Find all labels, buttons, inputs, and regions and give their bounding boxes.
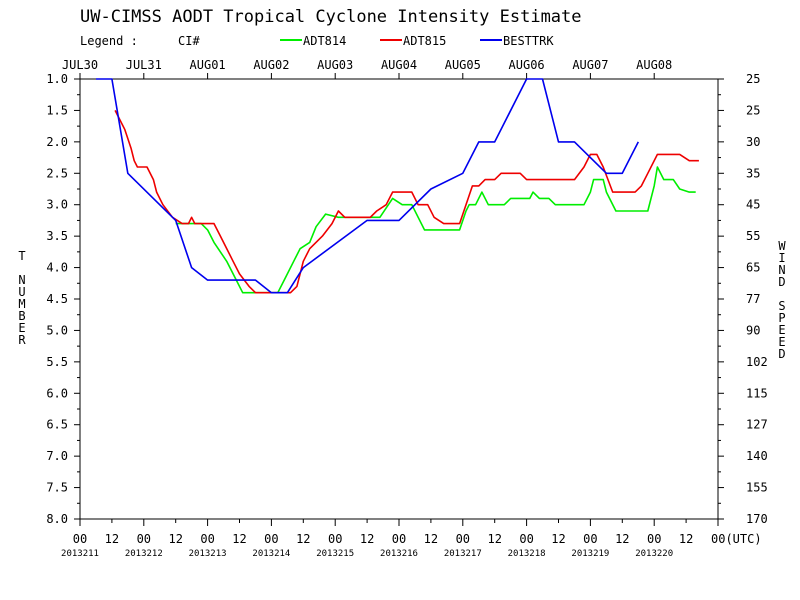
legend-entry-adt814: ADT814	[303, 34, 346, 48]
x-hour-label: 00	[200, 532, 214, 546]
x-hour-label: 12	[105, 532, 119, 546]
x-date-label: JUL30	[62, 58, 98, 72]
y-left-tick-label: 3.0	[46, 198, 68, 212]
y-right-tick-label: 90	[746, 323, 760, 337]
x-hour-label: 00	[73, 532, 87, 546]
y-left-tick-label: 3.5	[46, 229, 68, 243]
y-left-tick-label: 1.5	[46, 103, 68, 117]
y-right-tick-label: 25	[746, 103, 760, 117]
y-right-tick-label: 55	[746, 229, 760, 243]
y-right-tick-label: 170	[746, 512, 768, 526]
legend-label: Legend :	[80, 34, 138, 48]
x-hour-label: 12	[487, 532, 501, 546]
y-right-tick-label: 155	[746, 481, 768, 495]
x-date-label: AUG07	[572, 58, 608, 72]
y-right-tick-label: 115	[746, 386, 768, 400]
x-julian-label: 2013213	[189, 549, 227, 559]
y-left-tick-label: 2.0	[46, 135, 68, 149]
x-date-label: AUG04	[381, 58, 417, 72]
y-right-tick-label: 45	[746, 198, 760, 212]
x-julian-label: 2013212	[125, 549, 163, 559]
x-hour-label: 12	[679, 532, 693, 546]
x-hour-label: 12	[360, 532, 374, 546]
tick-labels: 1.0 25 1.5 25 2.0 30 2.5 35 3.0 45 3.5 55 4.0 65 4.5 77…	[46, 58, 767, 559]
legend-ci: CI#	[178, 34, 200, 48]
y-right-tick-label: 30	[746, 135, 760, 149]
x-date-label: AUG06	[509, 58, 545, 72]
x-julian-label: 2013214	[252, 549, 290, 559]
x-hour-label: 00	[264, 532, 278, 546]
y-right-tick-label: 77	[746, 292, 760, 306]
plot-frame	[79, 78, 719, 520]
y-left-tick-label: 7.0	[46, 449, 68, 463]
series-line-adt814	[175, 166, 696, 294]
series-line-adt815	[114, 110, 699, 294]
x-hour-label: 00	[137, 532, 151, 546]
x-hour-label: 12	[296, 532, 310, 546]
y-left-tick-label: 2.5	[46, 166, 68, 180]
x-date-label: AUG03	[317, 58, 353, 72]
x-hour-label: 00	[328, 532, 342, 546]
y-right-tick-label: 102	[746, 355, 768, 369]
x-hour-label: 12	[232, 532, 246, 546]
y-left-tick-label: 4.5	[46, 292, 68, 306]
y-right-tick-label: 25	[746, 72, 760, 86]
x-hour-label: 00	[647, 532, 661, 546]
y-left-tick-label: 5.5	[46, 355, 68, 369]
x-julian-label: 2013219	[571, 549, 609, 559]
y-left-tick-label: 8.0	[46, 512, 68, 526]
x-date-label: JUL31	[126, 58, 162, 72]
x-hour-label: 00	[456, 532, 470, 546]
y-left-tick-label: 6.5	[46, 418, 68, 432]
x-julian-label: 2013217	[444, 549, 482, 559]
x-hour-label: 00	[583, 532, 597, 546]
y-left-tick-label: 1.0	[46, 72, 68, 86]
series-line-besttrk	[96, 78, 640, 294]
y-left-tick-label: 5.0	[46, 323, 68, 337]
y-left-tick-label: 7.5	[46, 481, 68, 495]
legend: ADT814 ADT815 BESTTRK	[280, 34, 554, 48]
x-julian-label: 2013216	[380, 549, 418, 559]
legend-entry-adt815: ADT815	[403, 34, 446, 48]
x-date-label: AUG01	[190, 58, 226, 72]
x-date-label: AUG05	[445, 58, 481, 72]
x-julian-label: 2013218	[508, 549, 546, 559]
x-date-label: AUG08	[636, 58, 672, 72]
x-hour-label: 00(UTC)	[711, 532, 762, 546]
x-julian-label: 2013211	[61, 549, 99, 559]
y-left-tick-label: 6.0	[46, 386, 68, 400]
x-hour-label: 00	[519, 532, 533, 546]
y-left-tick-label: 4.0	[46, 261, 68, 275]
series-lines	[96, 78, 699, 294]
y-right-tick-label: 127	[746, 418, 768, 432]
x-hour-label: 12	[168, 532, 182, 546]
y-right-tick-label: 65	[746, 261, 760, 275]
legend-entry-besttrk: BESTTRK	[503, 34, 554, 48]
x-julian-label: 2013215	[316, 549, 354, 559]
y-right-tick-label: 140	[746, 449, 768, 463]
x-julian-label: 2013220	[635, 549, 673, 559]
x-hour-label: 00	[392, 532, 406, 546]
axes	[74, 73, 724, 526]
y-right-tick-label: 35	[746, 166, 760, 180]
x-hour-label: 12	[551, 532, 565, 546]
x-hour-label: 12	[615, 532, 629, 546]
x-hour-label: 12	[424, 532, 438, 546]
x-date-label: AUG02	[253, 58, 289, 72]
chart-title: UW-CIMSS AODT Tropical Cyclone Intensity…	[80, 7, 582, 27]
